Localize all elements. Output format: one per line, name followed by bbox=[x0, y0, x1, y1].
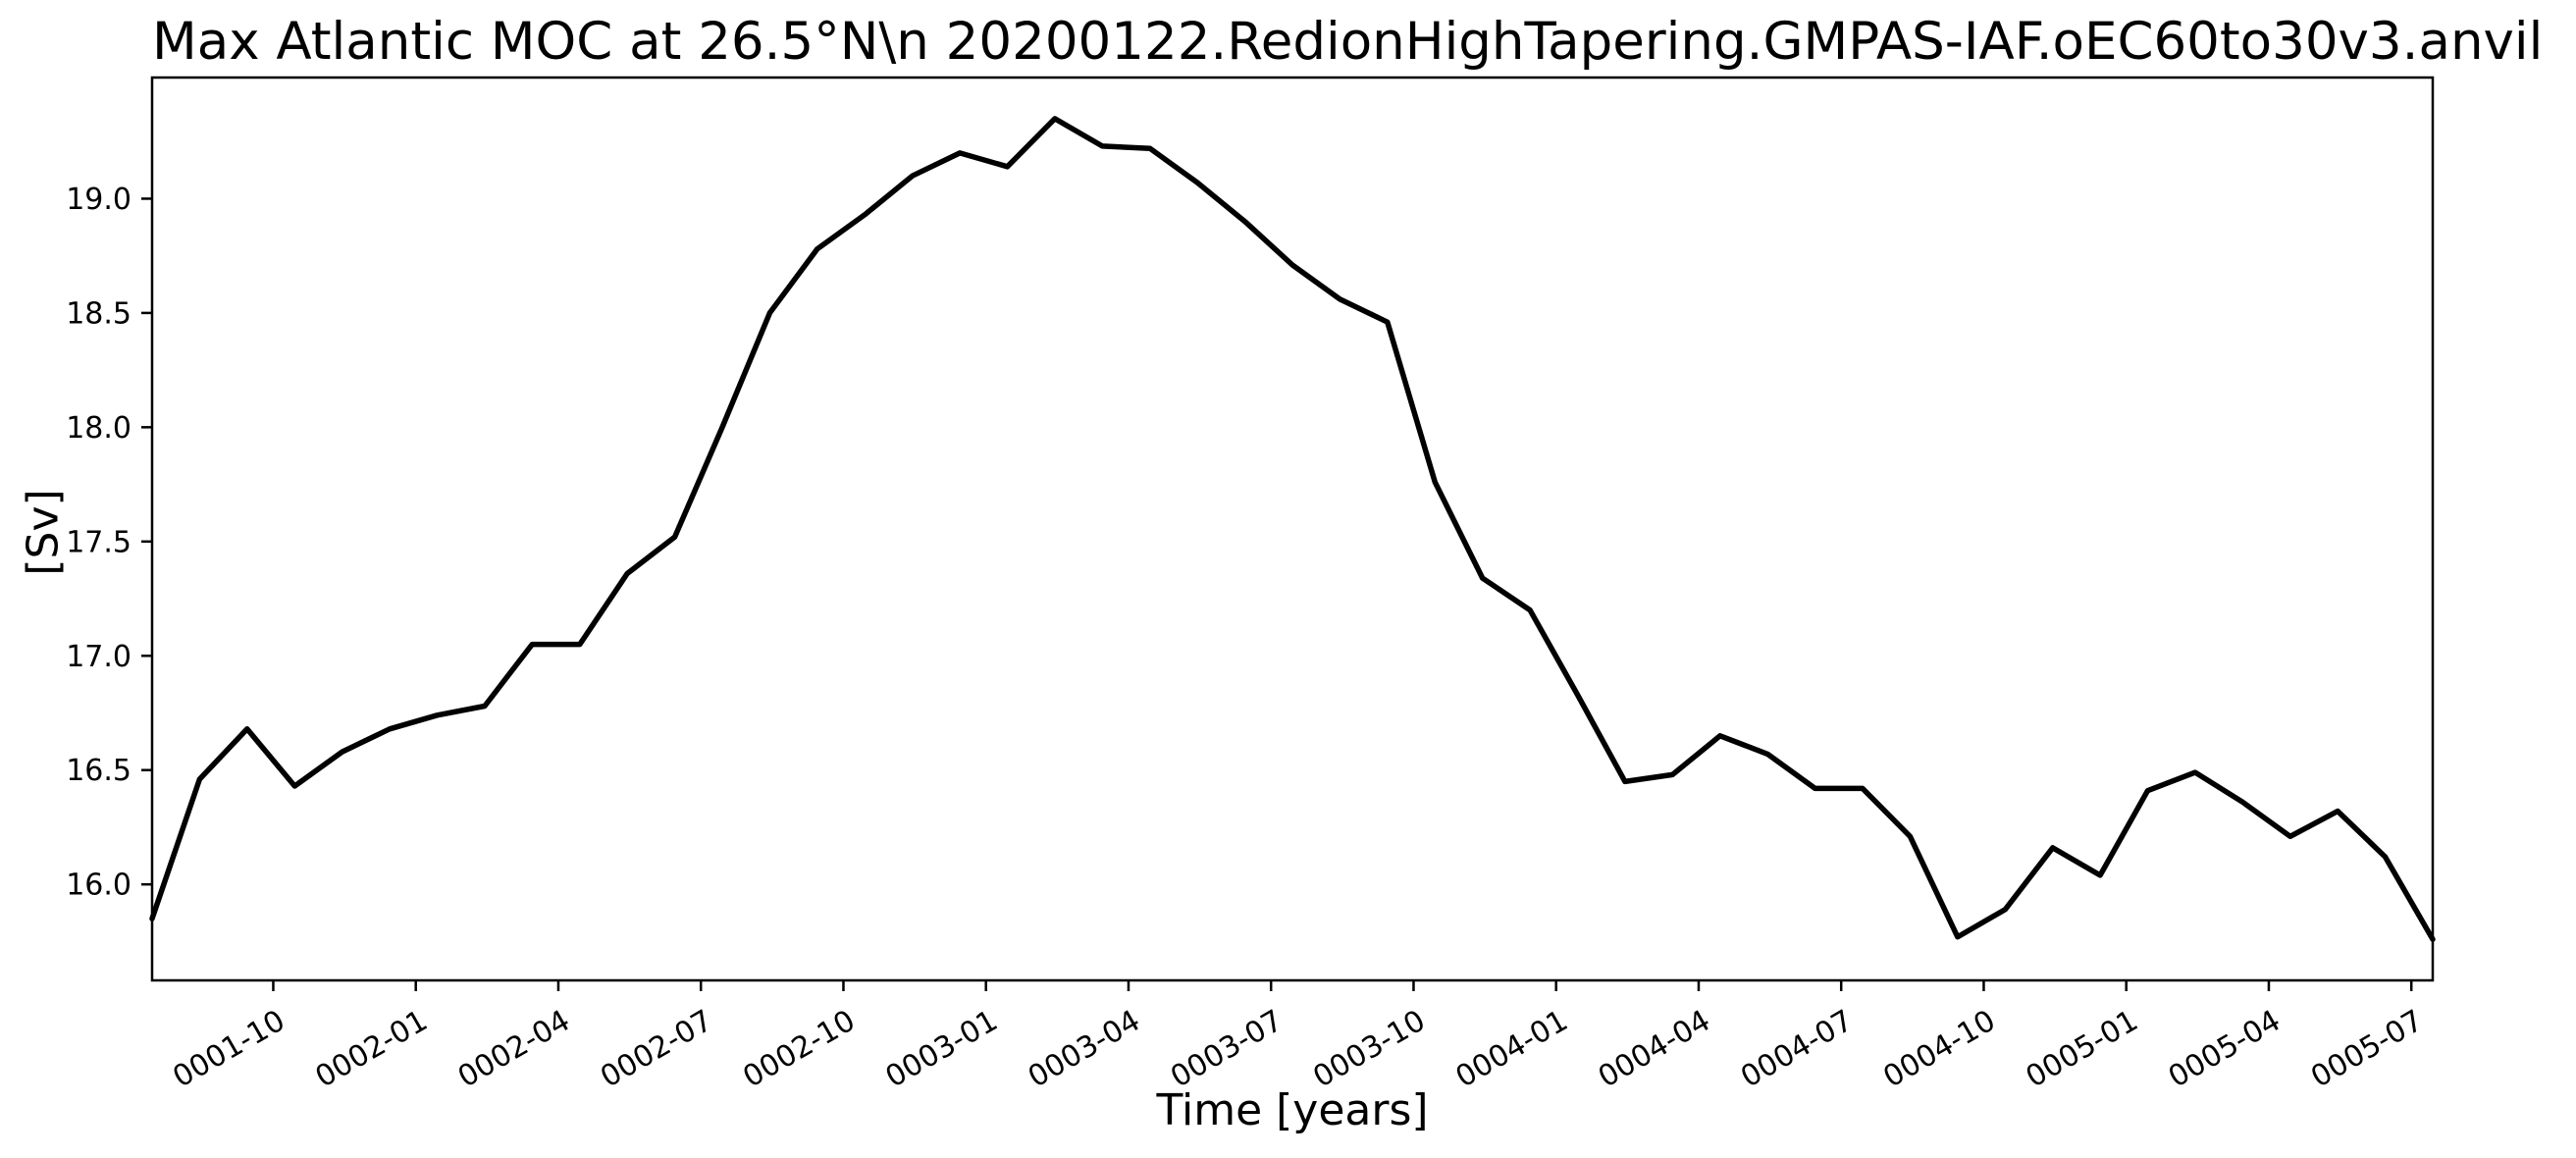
y-tick-label: 17.0 bbox=[66, 640, 131, 674]
x-tick-label: 0003-07 bbox=[1165, 1004, 1288, 1095]
moc-timeseries-line bbox=[149, 116, 2436, 942]
chart-title: Max Atlantic MOC at 26.5°N\n 20200122.Re… bbox=[152, 12, 2544, 72]
x-tick-label: 0003-04 bbox=[1023, 1004, 1146, 1095]
x-tick-label: 0003-10 bbox=[1307, 1004, 1431, 1095]
y-tick-label: 18.5 bbox=[66, 296, 131, 331]
x-tick-label: 0004-01 bbox=[1450, 1004, 1574, 1095]
x-tick-label: 0002-10 bbox=[737, 1004, 861, 1095]
x-axis-label: Time [years] bbox=[1156, 1085, 1429, 1135]
y-tick-label: 16.0 bbox=[66, 868, 131, 903]
x-tick-label: 0005-04 bbox=[2163, 1004, 2287, 1095]
x-tick-label: 0002-04 bbox=[452, 1004, 576, 1095]
x-tick-label: 0005-01 bbox=[2021, 1004, 2144, 1095]
y-tick-label: 18.0 bbox=[66, 411, 131, 446]
x-tick-label: 0005-07 bbox=[2305, 1004, 2429, 1095]
x-tick-label: 0004-07 bbox=[1735, 1004, 1859, 1095]
y-tick-label: 16.5 bbox=[66, 754, 131, 788]
x-tick-label: 0003-01 bbox=[880, 1004, 1004, 1095]
x-tick-label: 0004-04 bbox=[1593, 1004, 1716, 1095]
x-tick-label: 0004-10 bbox=[1877, 1004, 2001, 1095]
axes-frame bbox=[150, 76, 2435, 982]
x-tick-label: 0001-10 bbox=[167, 1004, 290, 1095]
x-tick-label: 0002-07 bbox=[595, 1004, 718, 1095]
y-tick-label: 17.5 bbox=[66, 525, 131, 559]
y-tick-label: 19.0 bbox=[66, 183, 131, 217]
x-tick-label: 0002-01 bbox=[310, 1004, 434, 1095]
